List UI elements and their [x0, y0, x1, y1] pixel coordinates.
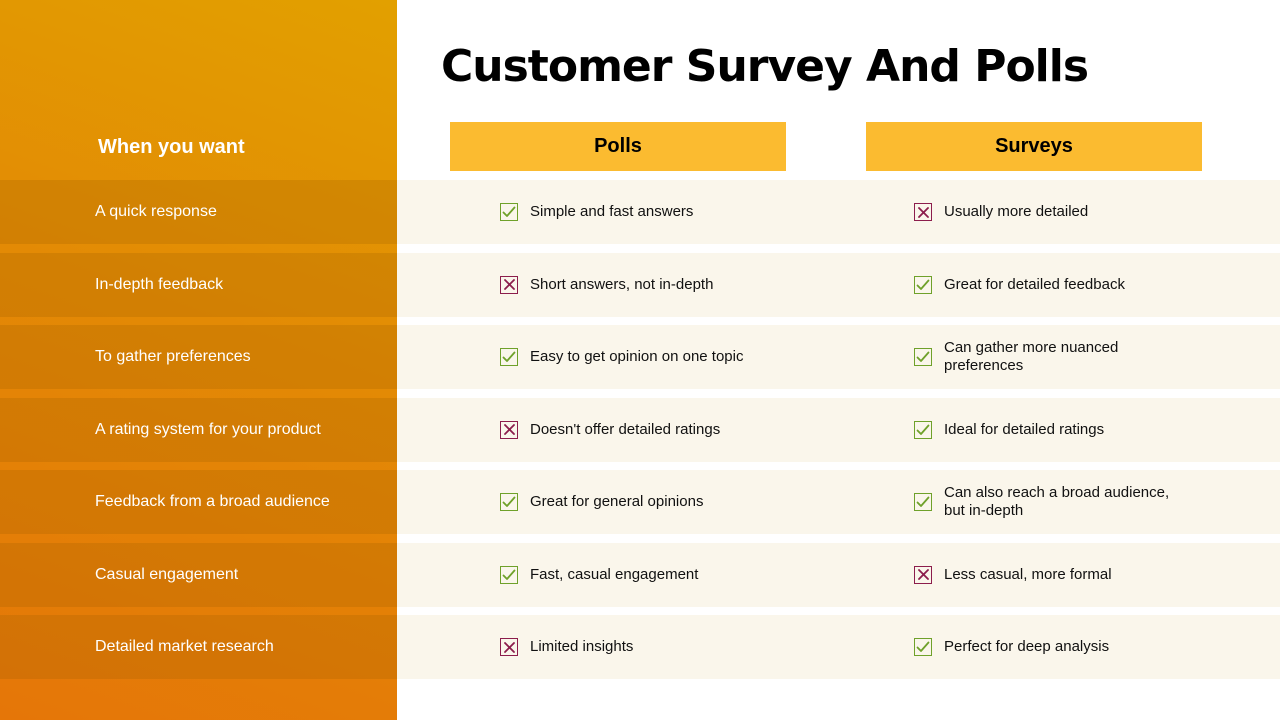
table-row: Detailed market research Limited insights…: [0, 615, 1280, 679]
polls-cell: Doesn't offer detailed ratings: [500, 398, 860, 462]
surveys-cell-text: Can gather more nuanced preferences: [944, 339, 1119, 374]
polls-cell: Easy to get opinion on one topic: [500, 325, 860, 389]
surveys-cell: Great for detailed feedback: [914, 253, 1254, 317]
cross-icon: [914, 203, 932, 221]
table-row: A quick response Simple and fast answers U…: [0, 180, 1280, 244]
check-icon: [500, 203, 518, 221]
row-label: To gather preferences: [0, 325, 397, 389]
row-body: Limited insights Perfect for deep analysi…: [397, 615, 1280, 679]
check-icon: [914, 420, 932, 439]
surveys-cell: Ideal for detailed ratings: [914, 398, 1254, 462]
row-label: Detailed market research: [0, 615, 397, 679]
polls-column-header: Polls: [450, 122, 786, 171]
polls-cell-text: Simple and fast answers: [530, 203, 694, 220]
row-label: In-depth feedback: [0, 252, 397, 317]
check-icon: [914, 348, 932, 366]
table-row: In-depth feedback Short answers, not in-d…: [0, 252, 1280, 317]
cross-icon: [500, 275, 518, 294]
surveys-cell: Usually more detailed: [914, 180, 1254, 244]
row-body: Doesn't offer detailed ratings Ideal for …: [397, 397, 1280, 462]
row-body: Easy to get opinion on one topic Can gath…: [397, 325, 1280, 389]
surveys-cell: Can also reach a broad audience, but in-…: [914, 470, 1254, 534]
row-label: Feedback from a broad audience: [0, 470, 397, 534]
polls-cell: Limited insights: [500, 615, 860, 679]
check-icon: [914, 638, 932, 656]
row-body: Fast, casual engagement Less casual, more…: [397, 542, 1280, 607]
surveys-column-header: Surveys: [866, 122, 1202, 171]
cross-icon: [500, 638, 518, 656]
polls-cell: Short answers, not in-depth: [500, 253, 860, 317]
polls-cell: Great for general opinions: [500, 470, 860, 534]
check-icon: [914, 493, 932, 511]
slide-title: Customer Survey And Polls: [441, 41, 1089, 92]
table-row: Feedback from a broad audience Great for …: [0, 470, 1280, 534]
surveys-cell-text: Can also reach a broad audience, but in-…: [944, 484, 1170, 519]
row-header-label: When you want: [98, 136, 245, 158]
surveys-cell-text: Less casual, more formal: [944, 565, 1112, 583]
row-label: Casual engagement: [0, 542, 397, 607]
polls-cell-text: Fast, casual engagement: [530, 565, 699, 583]
polls-cell-text: Doesn't offer detailed ratings: [530, 420, 721, 438]
row-body: Simple and fast answers Usually more deta…: [397, 180, 1280, 244]
check-icon: [914, 275, 932, 294]
surveys-cell: Less casual, more formal: [914, 543, 1254, 607]
table-row: Casual engagement Fast, casual engagement…: [0, 542, 1280, 607]
check-icon: [500, 348, 518, 366]
row-label: A rating system for your product: [0, 397, 397, 462]
table-row: To gather preferences Easy to get opinion…: [0, 325, 1280, 389]
row-body: Great for general opinions Can also reach…: [397, 470, 1280, 534]
check-icon: [500, 493, 518, 511]
surveys-cell-text: Perfect for deep analysis: [944, 638, 1110, 655]
table-row: A rating system for your product Doesn't …: [0, 397, 1280, 462]
cross-icon: [914, 565, 932, 584]
row-label: A quick response: [0, 180, 397, 244]
polls-cell: Simple and fast answers: [500, 180, 860, 244]
surveys-cell-text: Ideal for detailed ratings: [944, 420, 1105, 438]
cross-icon: [500, 420, 518, 439]
surveys-cell: Perfect for deep analysis: [914, 615, 1254, 679]
polls-cell-text: Short answers, not in-depth: [530, 275, 714, 293]
surveys-cell: Can gather more nuanced preferences: [914, 325, 1254, 389]
left-accent-panel: [0, 0, 397, 720]
polls-cell-text: Limited insights: [530, 638, 634, 655]
polls-cell-text: Easy to get opinion on one topic: [530, 348, 744, 365]
polls-cell-text: Great for general opinions: [530, 493, 704, 510]
surveys-cell-text: Great for detailed feedback: [944, 275, 1125, 293]
surveys-cell-text: Usually more detailed: [944, 203, 1089, 220]
check-icon: [500, 565, 518, 584]
polls-cell: Fast, casual engagement: [500, 543, 860, 607]
row-body: Short answers, not in-depth Great for det…: [397, 252, 1280, 317]
